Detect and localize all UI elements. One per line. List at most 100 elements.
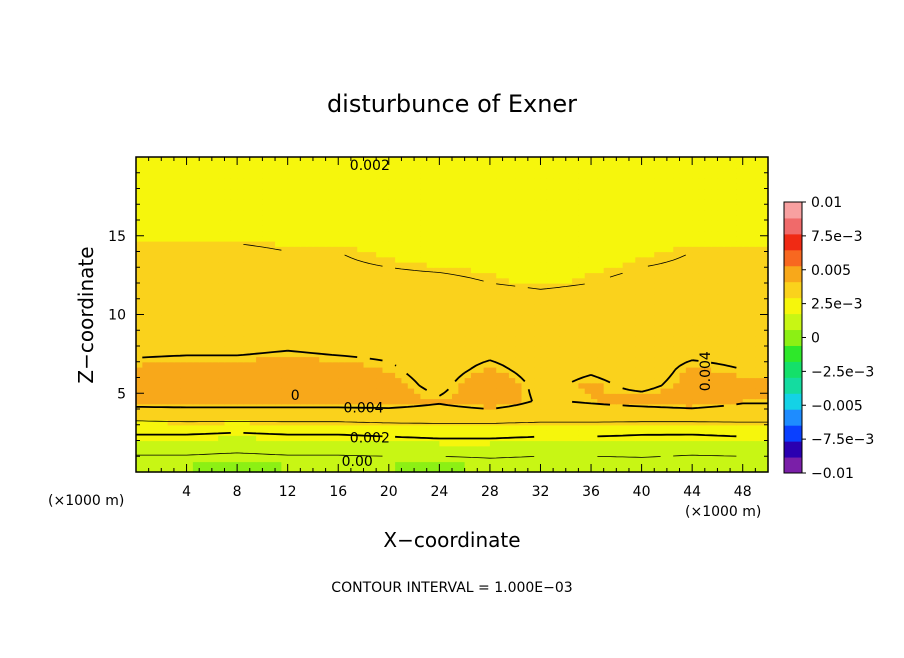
field-cell <box>704 235 712 242</box>
field-cell <box>287 256 295 263</box>
field-cell <box>173 277 181 284</box>
field-cell <box>673 283 681 289</box>
field-cell <box>312 330 320 337</box>
field-cell <box>534 288 542 295</box>
field-cell <box>237 440 245 447</box>
field-cell <box>692 388 700 394</box>
field-cell <box>559 445 567 452</box>
field-cell <box>723 440 731 447</box>
field-cell <box>363 241 371 247</box>
field-cell <box>572 272 579 279</box>
field-cell <box>306 335 314 342</box>
field-cell <box>344 335 352 342</box>
field-cell <box>180 414 188 421</box>
field-cell <box>502 377 510 384</box>
field-cell <box>294 346 301 352</box>
field-cell <box>237 351 245 358</box>
field-cell <box>508 451 516 457</box>
field-cell <box>603 361 611 368</box>
field-cell <box>464 409 472 415</box>
field-cell <box>723 209 731 216</box>
field-cell <box>464 430 472 436</box>
field-cell <box>641 430 649 436</box>
field-cell <box>154 288 162 295</box>
field-cell <box>679 351 687 358</box>
field-cell <box>369 367 377 373</box>
field-cell <box>508 288 516 295</box>
field-cell <box>761 424 769 431</box>
field-cell <box>401 461 409 468</box>
field-cell <box>616 346 624 352</box>
field-cell <box>610 377 617 384</box>
field-cell <box>268 440 276 447</box>
field-cell <box>433 456 440 463</box>
field-cell <box>388 325 396 331</box>
field-cell <box>540 209 548 216</box>
field-cell <box>262 340 270 347</box>
field-cell <box>224 456 232 463</box>
field-cell <box>319 319 327 326</box>
field-cell <box>325 214 333 221</box>
field-cell <box>376 367 384 373</box>
field-cell <box>597 230 605 237</box>
field-cell <box>698 214 706 221</box>
field-cell <box>470 251 478 258</box>
field-cell <box>433 382 440 389</box>
field-cell <box>344 256 352 263</box>
field-cell <box>300 314 308 321</box>
field-cell <box>742 330 750 337</box>
field-cell <box>603 461 611 468</box>
field-cell <box>407 388 415 394</box>
field-cell <box>407 335 415 342</box>
field-cell <box>660 251 668 258</box>
field-cell <box>148 235 156 242</box>
field-cell <box>515 409 523 415</box>
field-cell <box>603 435 611 442</box>
field-cell <box>559 346 567 352</box>
field-cell <box>237 251 245 258</box>
field-cell <box>224 351 232 358</box>
field-cell <box>230 262 238 268</box>
field-cell <box>717 335 725 342</box>
field-cell <box>666 325 674 331</box>
field-cell <box>211 382 219 389</box>
field-cell <box>736 435 744 442</box>
field-cell <box>142 346 150 352</box>
field-cell <box>692 262 700 268</box>
field-cell <box>515 319 523 326</box>
field-cell <box>306 424 314 431</box>
field-cell <box>698 440 706 447</box>
field-cell <box>420 351 428 358</box>
field-cell <box>237 283 245 289</box>
field-cell <box>483 451 491 457</box>
field-cell <box>584 319 592 326</box>
field-cell <box>136 340 143 347</box>
field-cell <box>597 382 605 389</box>
field-cell <box>205 335 213 342</box>
field-cell <box>262 319 270 326</box>
field-cell <box>584 214 592 221</box>
field-cell <box>666 445 674 452</box>
field-cell <box>426 461 434 468</box>
field-cell <box>508 304 516 310</box>
field-cell <box>502 335 510 342</box>
field-cell <box>546 424 554 431</box>
field-cell <box>312 372 320 379</box>
field-cell <box>698 209 706 216</box>
field-cell <box>679 461 687 468</box>
field-cell <box>692 288 700 295</box>
field-cell <box>730 361 737 368</box>
field-cell <box>749 393 756 400</box>
field-cell <box>666 388 674 394</box>
field-cell <box>470 409 478 415</box>
field-cell <box>256 409 263 415</box>
field-cell <box>350 325 358 331</box>
field-cell <box>717 298 725 305</box>
field-cell <box>666 435 674 442</box>
field-cell <box>148 414 156 421</box>
field-cell <box>312 398 320 405</box>
field-cell <box>401 314 409 321</box>
field-cell <box>616 382 624 389</box>
field-cell <box>622 298 630 305</box>
field-cell <box>136 230 143 237</box>
